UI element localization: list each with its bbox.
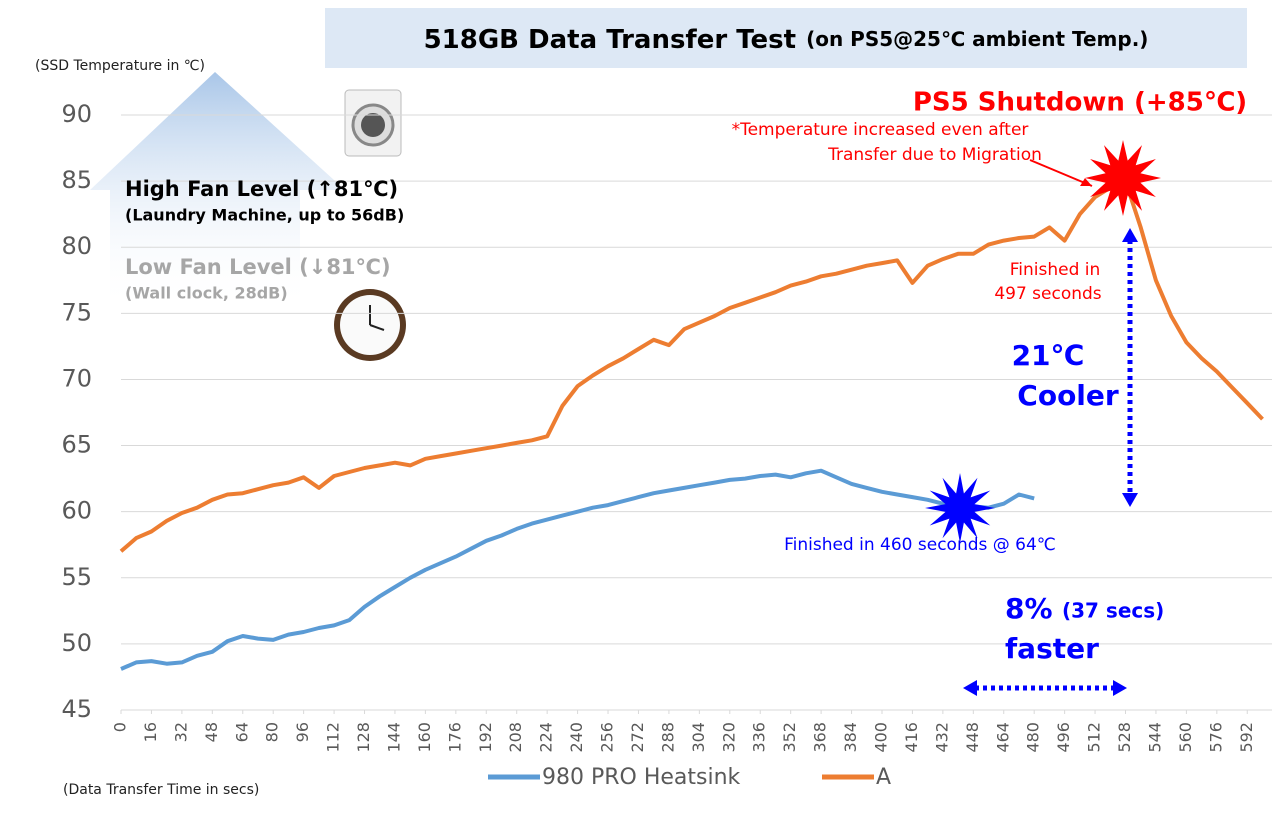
y-tick-label: 45 (61, 695, 92, 723)
y-tick-label: 60 (61, 497, 92, 525)
x-tick-label: 592 (1237, 722, 1256, 753)
washing-machine-icon (345, 90, 401, 156)
x-tick-label: 176 (445, 722, 464, 753)
x-tick-label: 544 (1145, 722, 1164, 753)
x-tick-label: 496 (1054, 722, 1073, 753)
clock-icon (334, 289, 406, 361)
subtitle: (on PS5@25℃ ambient Temp.) (806, 27, 1148, 51)
annotation: *Temperature increased even after (732, 120, 1029, 140)
x-tick-label: 416 (902, 722, 921, 753)
y-tick-label: 70 (61, 364, 92, 392)
legend-label: A (876, 765, 891, 790)
x-tick-label: 96 (293, 722, 312, 742)
x-tick-label: 576 (1206, 722, 1225, 753)
annotation: Finished in (1010, 260, 1101, 280)
annotation: PS5 Shutdown (+85℃) (913, 88, 1247, 118)
annotation: Low Fan Level (↓81℃) (125, 255, 391, 279)
finish-star (925, 473, 995, 543)
y-tick-label: 55 (61, 563, 92, 591)
y-tick-label: 75 (61, 298, 92, 326)
arrow-head (1122, 228, 1138, 242)
legend-label: 980 PRO Heatsink (542, 765, 741, 790)
x-tick-label: 336 (750, 722, 769, 753)
title: 518GB Data Transfer Test (424, 25, 797, 55)
arrow-head (963, 680, 977, 696)
x-tick-label: 464 (993, 722, 1012, 753)
x-tick-label: 560 (1176, 722, 1195, 753)
x-tick-label: 240 (567, 722, 586, 753)
x-tick-label: 64 (232, 722, 251, 742)
x-tick-label: 48 (202, 722, 221, 742)
annotation: 497 seconds (994, 284, 1101, 304)
annotation: High Fan Level (↑81℃) (125, 177, 398, 201)
x-tick-label: 32 (171, 722, 190, 742)
x-axis-label: (Data Transfer Time in secs) (63, 782, 259, 798)
annotation: (Laundry Machine, up to 56dB) (125, 206, 404, 225)
x-tick-label: 208 (506, 722, 525, 753)
x-tick-label: 224 (537, 722, 556, 753)
annotation: Cooler (1017, 379, 1119, 412)
x-tick-label: 80 (263, 722, 282, 742)
x-tick-label: 352 (780, 722, 799, 753)
x-tick-label: 528 (1115, 722, 1134, 753)
x-tick-label: 400 (871, 722, 890, 753)
annotation: faster (1005, 632, 1099, 665)
x-tick-label: 432 (932, 722, 951, 753)
annotation: (Wall clock, 28dB) (125, 284, 288, 303)
x-tick-label: 384 (841, 722, 860, 753)
x-tick-label: 320 (719, 722, 738, 753)
y-axis-label: (SSD Temperature in ℃) (35, 58, 205, 74)
chart-title: 518GB Data Transfer Test (on PS5@25℃ ambi… (424, 25, 1149, 55)
annotation: Transfer due to Migration (827, 145, 1042, 165)
y-tick-label: 85 (61, 166, 92, 194)
annotation: Finished in 460 seconds @ 64℃ (784, 535, 1056, 555)
x-tick-label: 128 (354, 722, 373, 753)
x-tick-label: 192 (476, 722, 495, 753)
x-tick-label: 160 (415, 722, 434, 753)
chart: 518GB Data Transfer Test (on PS5@25℃ ambi… (0, 0, 1286, 818)
annotation: 21℃ (1012, 339, 1085, 372)
arrow-head (1122, 493, 1138, 507)
x-tick-label: 144 (384, 722, 403, 753)
y-tick-label: 80 (61, 232, 92, 260)
series-line (121, 471, 1034, 669)
x-tick-label: 368 (811, 722, 830, 753)
x-tick-label: 272 (628, 722, 647, 753)
x-tick-label: 256 (598, 722, 617, 753)
x-tick-label: 288 (658, 722, 677, 753)
x-tick-label: 16 (141, 722, 160, 742)
arrow-head (1113, 680, 1127, 696)
y-tick-label: 50 (61, 629, 92, 657)
x-tick-label: 112 (324, 722, 343, 753)
x-tick-label: 512 (1085, 722, 1104, 753)
x-tick-label: 480 (1024, 722, 1043, 753)
annotation: 8% (1005, 592, 1053, 625)
x-tick-label: 304 (689, 722, 708, 753)
annotation: (37 secs) (1062, 599, 1164, 623)
y-tick-label: 65 (61, 431, 92, 459)
shutdown-star (1085, 140, 1161, 216)
y-tick-label: 90 (61, 100, 92, 128)
x-tick-label: 0 (111, 722, 130, 732)
x-tick-label: 448 (963, 722, 982, 753)
